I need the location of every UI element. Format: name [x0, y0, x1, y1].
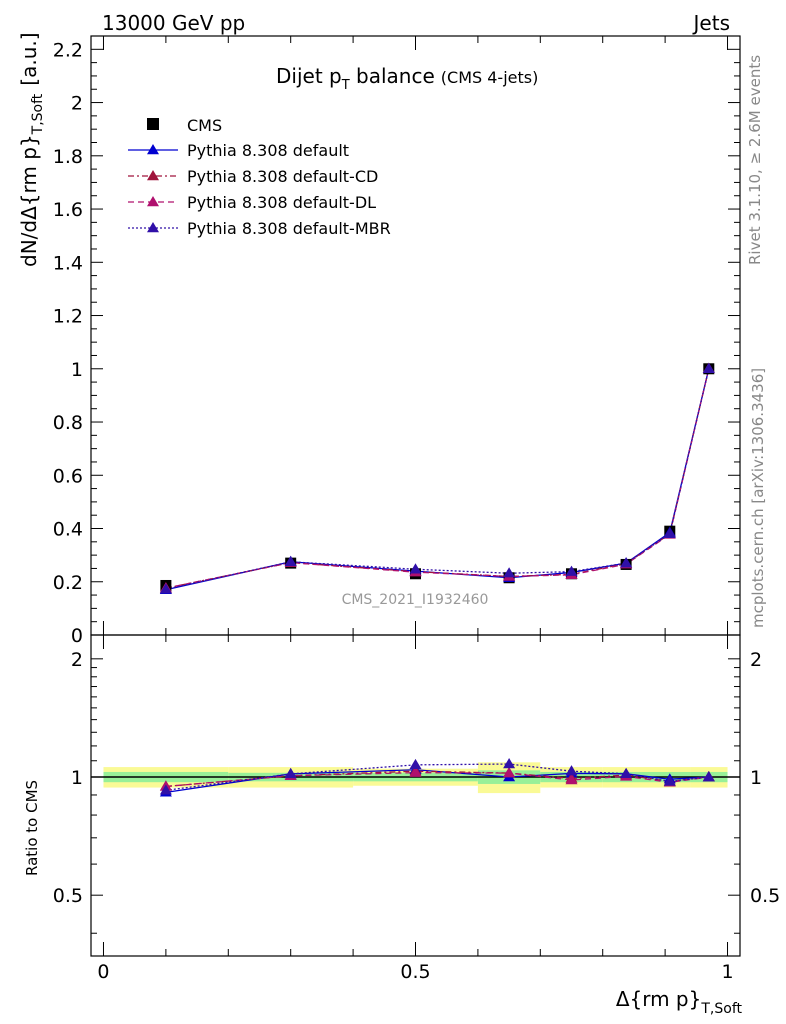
y-tick-label: 1.4: [53, 252, 83, 274]
axes: 0 0.2 0.4 0.6 0.8 1 1.2 1.4 1.6 1.8 2 2.2 0 0.5 1 0.5 0.…: [53, 35, 780, 983]
legend-label-cms: CMS: [187, 116, 222, 135]
ratio-marker-3: [159, 784, 172, 795]
ratio-marker-3: [620, 767, 633, 779]
series-line-3: [165, 368, 710, 590]
y-tick-label: 1.2: [53, 306, 83, 328]
series-marker-3: [409, 563, 422, 574]
ratio-tick-label: 0.5: [53, 885, 83, 907]
series-line-2: [165, 368, 710, 589]
y-axis-label: dN/dΔ{rm p}T,Soft[a.u.]: [17, 32, 46, 267]
ratio-plot-frame: [90, 634, 741, 957]
legend-marker-3: [147, 222, 159, 233]
ratio-tick-label-right: 1: [750, 767, 762, 789]
analysis-watermark: CMS_2021_I1932460: [342, 592, 489, 608]
ratio-series: [159, 758, 715, 797]
ratio-line-3: [165, 763, 709, 791]
series-marker-3: [663, 527, 676, 539]
y-tick-label: 0.2: [53, 572, 83, 594]
ratio-marker-3: [409, 758, 422, 770]
ratio-marker-3: [503, 758, 516, 769]
y-tick-label: 0: [71, 625, 83, 647]
process-label: Jets: [692, 11, 730, 35]
main-series: [159, 362, 715, 594]
series-line-1: [165, 368, 710, 589]
y-tick-label: 1: [71, 359, 83, 381]
ratio-marker-3: [663, 775, 676, 786]
legend-marker-1: [147, 170, 159, 181]
mcplots-label: mcplots.cern.ch [arXiv:1306.3436]: [749, 368, 767, 628]
ratio-line-2: [165, 771, 709, 788]
rivet-label: Rivet 3.1.10, ≥ 2.6M events: [746, 55, 764, 265]
energy-label: 13000 GeV pp: [102, 11, 245, 35]
y-tick-label: 2: [71, 93, 83, 115]
y-tick-label: 1.8: [53, 146, 83, 168]
series-marker-3: [702, 362, 715, 373]
legend: CMS Pythia 8.308 default Pythia 8.308 defa…: [128, 116, 391, 238]
y-tick-label: 0.6: [53, 465, 83, 487]
legend-label-2: Pythia 8.308 default-DL: [187, 193, 376, 212]
y-tick-label: 1.6: [53, 199, 83, 221]
ratio-line-0: [165, 769, 709, 793]
ratio-marker-2: [565, 773, 578, 785]
series-marker-3: [503, 567, 516, 578]
x-tick-label: 1: [721, 961, 733, 983]
series-marker-3: [620, 557, 633, 568]
ratio-marker-2: [503, 767, 516, 778]
x-tick-label: 0: [97, 961, 109, 983]
series-line-0: [165, 368, 710, 591]
ratio-marker-3: [702, 771, 715, 782]
ratio-tick-label-right: 2: [750, 649, 762, 671]
ratio-marker-3: [565, 765, 578, 776]
ratio-y-axis-label: Ratio to CMS: [23, 780, 41, 876]
ratio-marker-2: [409, 766, 422, 777]
legend-marker-0: [147, 144, 159, 155]
legend-marker-cms: [147, 118, 159, 130]
series-marker-3: [565, 565, 578, 576]
y-tick-label: 0.4: [53, 519, 83, 541]
series-marker-3: [284, 555, 297, 566]
ratio-tick-label: 2: [71, 649, 83, 671]
legend-label-0: Pythia 8.308 default: [187, 141, 349, 160]
ratio-tick-label: 1: [71, 767, 83, 789]
x-tick-label: 0.5: [400, 961, 430, 983]
plot-title: Dijet pT balance (CMS 4-jets): [276, 64, 538, 93]
legend-label-3: Pythia 8.308 default-MBR: [187, 219, 391, 238]
ratio-marker-3: [284, 767, 297, 779]
ratio-tick-label-right: 0.5: [750, 885, 780, 907]
y-tick-label: 2.2: [53, 39, 83, 61]
legend-marker-2: [147, 196, 159, 207]
legend-label-1: Pythia 8.308 default-CD: [187, 167, 378, 186]
x-axis-label: Δ{rm p}T,Soft: [616, 987, 743, 1017]
series-marker-3: [159, 583, 172, 594]
y-tick-label: 0.8: [53, 412, 83, 434]
